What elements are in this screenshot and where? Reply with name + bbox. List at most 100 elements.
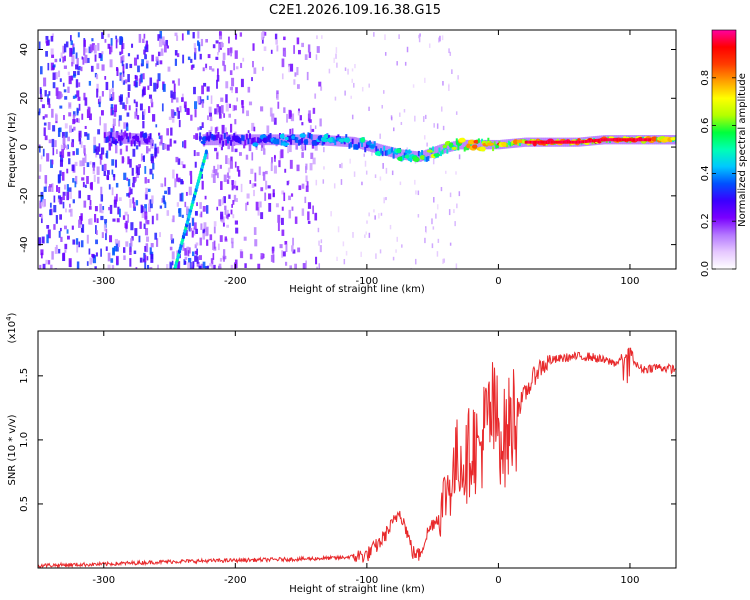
ridge-body: [233, 133, 236, 139]
noise-speck: [194, 250, 198, 255]
noise-speck: [43, 186, 47, 192]
noise-speck: [47, 121, 51, 130]
noise-speck: [198, 42, 201, 51]
noise-speck: [341, 162, 343, 169]
noise-speck: [445, 170, 447, 174]
ridge-core: [533, 140, 536, 144]
noise-speck: [157, 73, 161, 82]
spectrogram-x-tick-label: -300: [92, 276, 115, 287]
noise-speck: [316, 266, 318, 269]
noise-speck: [106, 150, 109, 159]
noise-speck: [193, 43, 197, 49]
ridge-core: [581, 140, 583, 144]
noise-speck: [40, 217, 43, 224]
noise-speck: [71, 128, 74, 132]
noise-speck: [335, 47, 338, 54]
noise-speck: [100, 153, 103, 160]
ridge-body: [403, 152, 406, 158]
noise-speck: [209, 112, 212, 117]
noise-speck: [214, 147, 218, 152]
noise-speck: [234, 161, 237, 168]
noise-speck: [271, 113, 275, 122]
noise-speck: [240, 251, 244, 259]
noise-speck: [177, 110, 181, 119]
noise-speck: [349, 158, 351, 164]
noise-speck: [88, 219, 91, 225]
ridge-body: [441, 149, 444, 155]
noise-speck: [71, 225, 74, 230]
noise-speck: [261, 37, 264, 44]
ridge-core: [578, 140, 581, 144]
noise-speck: [361, 86, 364, 92]
noise-speck: [101, 164, 104, 172]
noise-speck: [161, 103, 164, 112]
colorbar-tick-label: 0.4: [700, 165, 711, 181]
noise-speck: [76, 261, 80, 269]
noise-speck: [101, 232, 104, 239]
noise-speck: [124, 79, 128, 84]
noise-speck: [79, 160, 83, 167]
noise-speck: [276, 45, 279, 52]
ridge-body: [381, 150, 384, 157]
noise-speck: [107, 33, 110, 38]
noise-speck: [53, 195, 56, 203]
snr-plot-area: [38, 331, 676, 568]
ridge-core: [527, 140, 529, 144]
noise-speck: [150, 138, 153, 144]
ridge-body: [383, 146, 386, 152]
noise-speck: [176, 202, 180, 207]
colorbar-tick-label: 0.2: [700, 213, 711, 229]
noise-speck: [231, 144, 234, 152]
noise-speck: [135, 267, 138, 269]
noise-speck: [48, 91, 51, 96]
noise-speck: [193, 135, 196, 139]
noise-speck: [249, 253, 253, 260]
noise-speck: [59, 159, 63, 167]
ridge-body: [267, 134, 270, 141]
noise-speck: [59, 91, 62, 99]
noise-speck: [200, 38, 204, 47]
noise-speck: [217, 68, 219, 76]
noise-speck: [281, 58, 285, 68]
ridge-core: [573, 140, 575, 144]
noise-speck: [121, 43, 125, 49]
noise-speck: [156, 83, 158, 90]
noise-speck: [353, 82, 355, 88]
ridge-core: [568, 140, 570, 144]
ridge-core: [623, 138, 625, 142]
noise-speck: [135, 101, 138, 108]
noise-speck: [63, 65, 67, 69]
noise-speck: [151, 101, 154, 108]
noise-speck: [94, 54, 97, 62]
ridge-halo: [283, 134, 286, 146]
noise-speck: [274, 33, 278, 40]
ridge-body: [334, 139, 337, 146]
noise-speck: [105, 81, 109, 91]
ridge-body: [288, 136, 291, 143]
noise-speck: [139, 221, 142, 229]
noise-speck: [222, 52, 226, 60]
noise-speck: [53, 204, 57, 213]
noise-speck: [449, 51, 452, 56]
noise-speck: [68, 258, 72, 267]
noise-speck: [48, 260, 51, 265]
ridge-core: [556, 140, 558, 144]
noise-speck: [162, 83, 166, 92]
noise-speck: [137, 65, 140, 73]
ridge-blob: [291, 135, 296, 140]
ridge-body: [245, 133, 248, 140]
spectrogram-ridge-layer: [103, 130, 676, 163]
noise-speck: [149, 168, 153, 175]
ridge-core: [544, 140, 546, 144]
noise-speck: [110, 97, 114, 101]
noise-speck: [172, 169, 175, 179]
noise-speck: [273, 117, 277, 125]
noise-speck: [117, 240, 121, 248]
noise-speck: [305, 260, 307, 269]
ridge-halo: [399, 149, 402, 160]
noise-speck: [110, 140, 113, 147]
noise-speck: [205, 63, 207, 68]
noise-speck: [147, 264, 150, 269]
snr-frame: [37, 330, 677, 569]
